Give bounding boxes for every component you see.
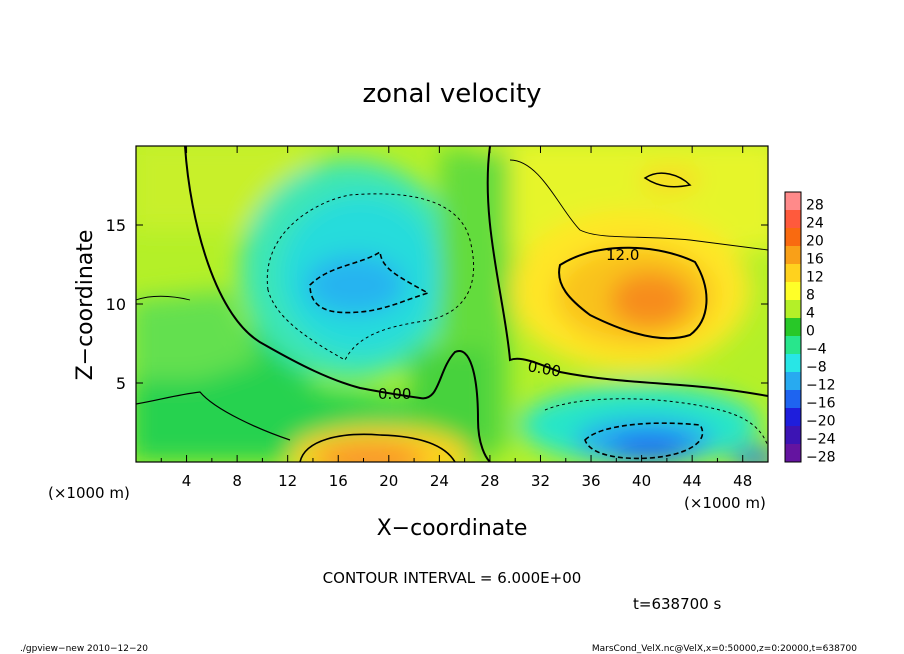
contour-label-zero-left: 0.00 xyxy=(378,385,411,403)
colorbar-label: 8 xyxy=(806,288,815,304)
colorbar-label: 0 xyxy=(806,324,815,340)
colorbar: 28 24 20 16 12 8 4 0 −4 −8 −12 −16 −20 −24 −28 xyxy=(784,191,836,466)
y-tick-label: 5 xyxy=(116,374,126,393)
x-tick-label: 4 xyxy=(182,472,192,490)
time-label: t=638700 s xyxy=(633,595,721,613)
colorbar-label: −12 xyxy=(806,378,836,394)
contour-interval-text: CONTOUR INTERVAL = 6.000E+00 xyxy=(323,569,582,587)
colorbar-label: 20 xyxy=(806,234,824,250)
x-axis: 4 8 12 16 20 24 28 32 36 40 44 48 xyxy=(160,146,752,490)
colorbar-frame xyxy=(784,191,802,463)
colorbar-label: −4 xyxy=(806,342,827,358)
colorbar-swatch xyxy=(785,336,801,355)
x-tick-label: 8 xyxy=(232,472,242,490)
x-tick-label: 16 xyxy=(329,472,348,490)
chart-title: zonal velocity xyxy=(362,79,541,109)
colorbar-swatch xyxy=(785,282,801,301)
program-footer: ./gpview−new 2010−12−20 xyxy=(20,644,148,654)
contour-labels: 12.0 0.00 0.00 xyxy=(378,246,639,403)
contour-label-zero-right: 0.00 xyxy=(526,357,562,381)
x-tick-label: 40 xyxy=(632,472,651,490)
y-axis-title: Z−coordinate xyxy=(73,230,98,381)
contour-label-12: 12.0 xyxy=(606,246,639,264)
colorbar-label: −20 xyxy=(806,414,836,430)
z-axis-unit-label: (×1000 m) xyxy=(48,484,130,502)
colorbar-swatch xyxy=(785,228,801,247)
plot-area: 12.0 0.00 0.00 xyxy=(136,146,768,462)
colorbar-label: 24 xyxy=(806,216,824,232)
colorbar-swatch xyxy=(785,444,801,463)
x-tick-label: 32 xyxy=(531,472,550,490)
x-tick-label: 44 xyxy=(683,472,702,490)
x-tick-label: 48 xyxy=(733,472,752,490)
colorbar-swatch xyxy=(785,426,801,445)
colorbar-label: 16 xyxy=(806,252,824,268)
colorbar-label: −24 xyxy=(806,432,836,448)
x-tick-label: 28 xyxy=(480,472,499,490)
x-tick-label: 20 xyxy=(379,472,398,490)
x-axis-unit-label: (×1000 m) xyxy=(684,494,766,512)
colorbar-label: 28 xyxy=(806,198,824,214)
source-footer: MarsCond_VelX.nc@VelX,x=0:50000,z=0:2000… xyxy=(592,644,857,654)
colorbar-swatch xyxy=(785,318,801,337)
colorbar-swatch xyxy=(785,264,801,283)
colorbar-label: 4 xyxy=(806,306,815,322)
colorbar-swatch xyxy=(785,372,801,391)
colorbar-swatch xyxy=(785,300,801,319)
heatmap-field xyxy=(136,146,768,462)
x-axis-title: X−coordinate xyxy=(377,516,528,541)
x-tick-label: 36 xyxy=(581,472,600,490)
y-tick-label: 15 xyxy=(106,216,126,235)
colorbar-swatch xyxy=(785,408,801,427)
colorbar-label: −8 xyxy=(806,360,827,376)
colorbar-swatch xyxy=(785,210,801,229)
y-tick-label: 10 xyxy=(106,295,126,314)
x-tick-label: 12 xyxy=(278,472,297,490)
colorbar-label: 12 xyxy=(806,270,824,286)
contour-lines xyxy=(136,146,768,462)
colorbar-swatch xyxy=(785,390,801,409)
y-axis: 5 10 15 xyxy=(106,216,768,393)
colorbar-label: −16 xyxy=(806,396,836,412)
colorbar-swatch xyxy=(785,354,801,373)
colorbar-label: −28 xyxy=(806,450,836,466)
colorbar-swatch xyxy=(785,246,801,265)
colorbar-swatch xyxy=(785,192,801,211)
x-tick-label: 24 xyxy=(430,472,449,490)
